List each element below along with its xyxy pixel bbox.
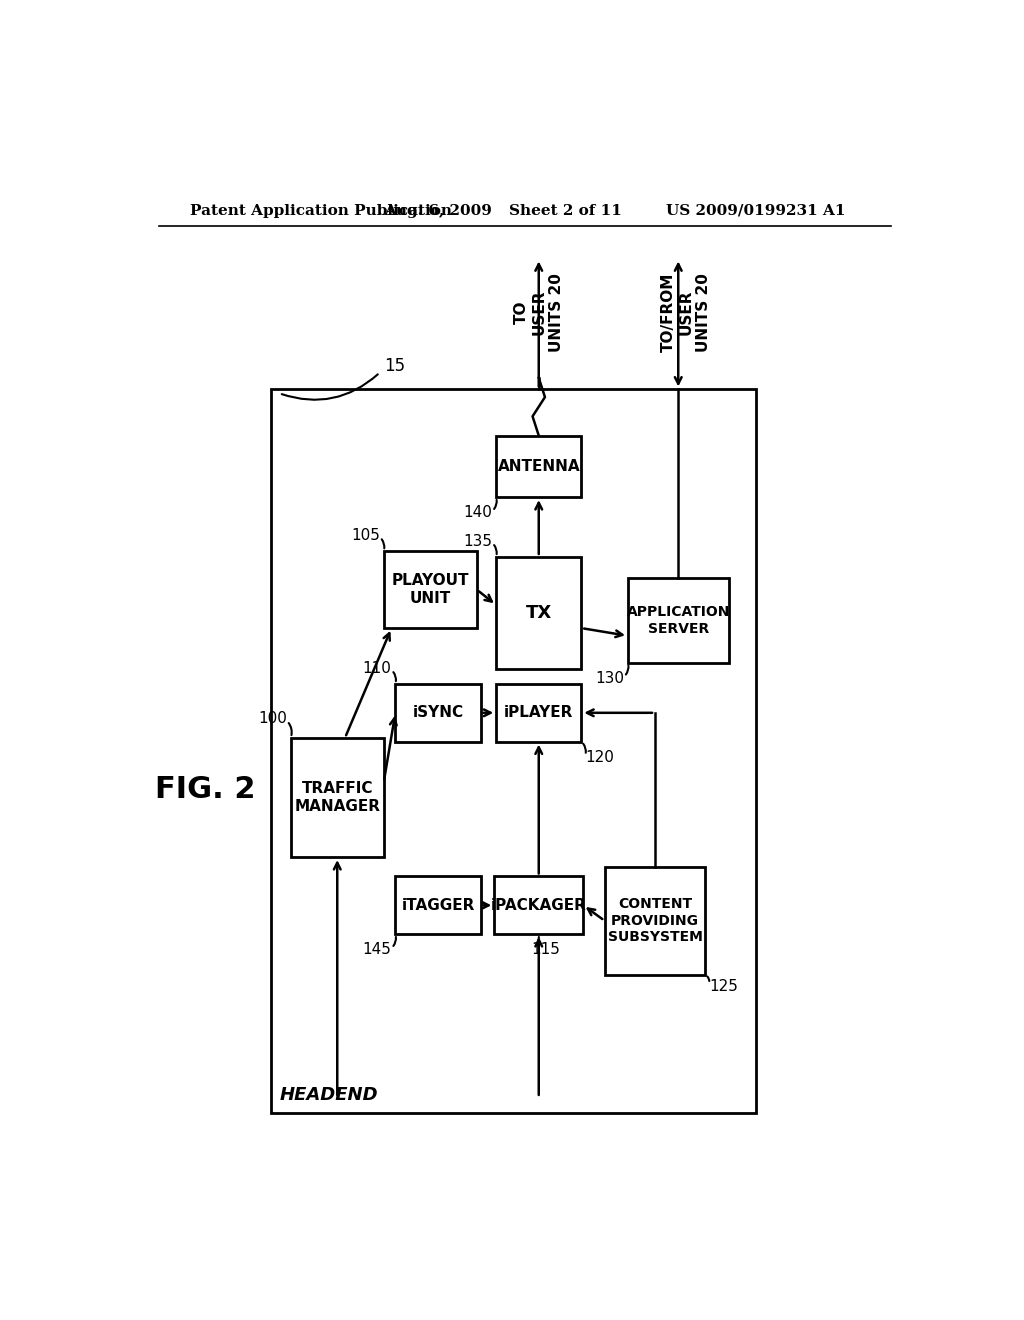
Text: 135: 135 xyxy=(463,535,493,549)
Text: 120: 120 xyxy=(586,750,614,764)
Bar xyxy=(604,867,706,974)
Bar xyxy=(271,389,756,1113)
Text: TRAFFIC
MANAGER: TRAFFIC MANAGER xyxy=(294,781,380,813)
Text: iSYNC: iSYNC xyxy=(413,705,464,721)
Text: TO
USER
UNITS 20: TO USER UNITS 20 xyxy=(514,273,563,352)
Text: 125: 125 xyxy=(710,978,738,994)
Text: FIG. 2: FIG. 2 xyxy=(156,775,256,804)
Text: 15: 15 xyxy=(384,358,404,375)
Text: Patent Application Publication: Patent Application Publication xyxy=(190,203,452,218)
Text: 140: 140 xyxy=(464,506,493,520)
Text: Sheet 2 of 11: Sheet 2 of 11 xyxy=(509,203,623,218)
Text: 130: 130 xyxy=(595,671,624,685)
Text: 110: 110 xyxy=(362,661,391,676)
Text: US 2009/0199231 A1: US 2009/0199231 A1 xyxy=(666,203,846,218)
Bar xyxy=(628,578,729,663)
Text: 115: 115 xyxy=(531,942,560,957)
Text: Aug. 6, 2009: Aug. 6, 2009 xyxy=(384,203,492,218)
Bar xyxy=(291,738,384,857)
Bar xyxy=(496,684,582,742)
Bar xyxy=(395,684,480,742)
Text: CONTENT
PROVIDING
SUBSYSTEM: CONTENT PROVIDING SUBSYSTEM xyxy=(607,898,702,944)
Text: iPLAYER: iPLAYER xyxy=(504,705,573,721)
Text: 105: 105 xyxy=(351,528,380,544)
Bar xyxy=(496,557,582,668)
Text: TO/FROM
USER
UNITS 20: TO/FROM USER UNITS 20 xyxy=(662,273,711,352)
Text: PLAYOUT
UNIT: PLAYOUT UNIT xyxy=(391,573,469,606)
Text: APPLICATION
SERVER: APPLICATION SERVER xyxy=(627,606,730,635)
Bar xyxy=(495,876,584,935)
Text: 100: 100 xyxy=(258,711,287,726)
Bar xyxy=(384,552,477,628)
Text: HEADEND: HEADEND xyxy=(280,1086,378,1104)
Bar xyxy=(496,436,582,498)
Text: ANTENNA: ANTENNA xyxy=(498,459,580,474)
Text: iTAGGER: iTAGGER xyxy=(401,898,475,913)
Bar xyxy=(395,876,480,935)
Text: 145: 145 xyxy=(362,942,391,957)
Text: TX: TX xyxy=(525,603,552,622)
Text: iPACKAGER: iPACKAGER xyxy=(490,898,587,913)
